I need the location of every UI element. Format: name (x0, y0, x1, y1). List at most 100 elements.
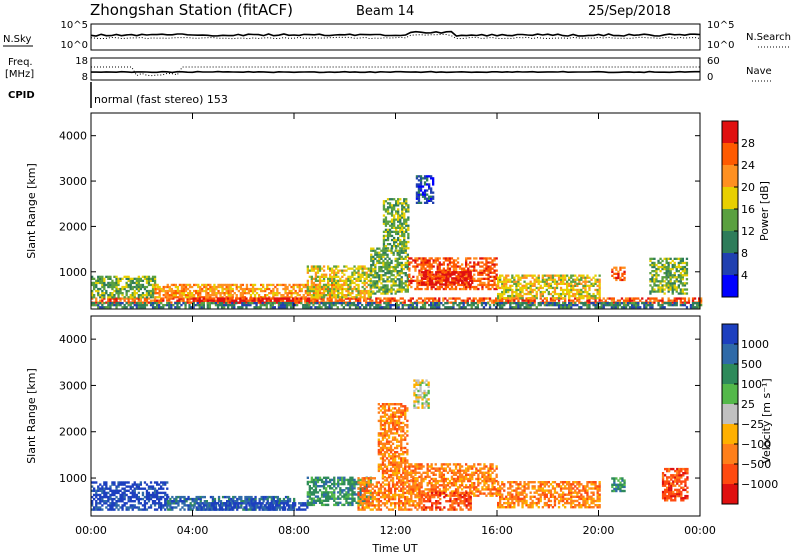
heatmap-cell-0 (426, 175, 429, 178)
heatmap-cell-0 (156, 287, 159, 291)
heatmap-cell-0 (444, 285, 447, 289)
heatmap-cell-0 (318, 297, 321, 300)
heatmap-cell-0 (188, 304, 191, 307)
heatmap-cell-0 (386, 278, 389, 281)
heatmap-cell-1 (109, 493, 112, 497)
heatmap-cell-0 (497, 282, 500, 285)
heatmap-cell-0 (497, 299, 500, 302)
heatmap-cell-0 (129, 294, 132, 297)
heatmap-cell-0 (304, 297, 307, 300)
heatmap-cell-0 (422, 257, 425, 260)
heatmap-cell-0 (286, 285, 289, 289)
heatmap-cell-0 (384, 249, 387, 252)
heatmap-cell-0 (370, 255, 373, 258)
heatmap-cell-0 (677, 263, 680, 267)
heatmap-cell-1 (308, 497, 311, 500)
heatmap-cell-0 (306, 299, 309, 302)
heatmap-cell-0 (535, 306, 538, 309)
nave-trace (91, 66, 700, 77)
heatmap-cell-0 (223, 299, 226, 302)
heatmap-cell-0 (551, 276, 555, 279)
heatmap-cell-0 (418, 269, 421, 272)
heatmap-cell-0 (329, 289, 332, 293)
heatmap-cell-0 (294, 297, 297, 300)
heatmap-cell-0 (404, 290, 407, 293)
heatmap-cell-1 (279, 506, 283, 509)
heatmap-cell-0 (393, 216, 396, 219)
heatmap-cell-0 (331, 294, 334, 297)
heatmap-cell-0 (574, 274, 577, 277)
heatmap-cell-0 (221, 296, 224, 299)
heatmap-cell-0 (568, 284, 571, 287)
heatmap-cell-0 (430, 302, 433, 305)
heatmap-cell-1 (209, 495, 213, 499)
heatmap-cell-0 (93, 294, 96, 297)
heatmap-cell-1 (288, 500, 292, 503)
heatmap-cell-0 (637, 297, 640, 300)
heatmap-cell-0 (410, 257, 413, 260)
heatmap-cell-1 (282, 504, 286, 507)
heatmap-cell-1 (267, 508, 270, 511)
heatmap-cell-0 (426, 269, 429, 272)
heatmap-cell-0 (347, 267, 350, 270)
heatmap-cell-0 (665, 267, 668, 271)
heatmap-cell-0 (206, 306, 209, 309)
heatmap-cell-0 (186, 299, 189, 302)
heatmap-cell-0 (677, 286, 680, 289)
heatmap-cell-0 (547, 274, 550, 277)
heatmap-cell-0 (511, 306, 514, 309)
heatmap-cell-0 (393, 297, 396, 300)
heatmap-cell-0 (557, 304, 561, 307)
heatmap-cell-0 (357, 285, 360, 289)
heatmap-cell-0 (390, 274, 393, 277)
heatmap-cell-0 (139, 302, 142, 305)
heatmap-cell-0 (143, 299, 147, 302)
heatmap-cell-0 (404, 263, 407, 267)
heatmap-cell-0 (219, 283, 222, 287)
heatmap-cell-0 (337, 296, 340, 299)
heatmap-cell-0 (557, 278, 561, 281)
heatmap-cell-0 (312, 267, 316, 270)
power-y-axis-label: Slant Range [km] (25, 163, 38, 259)
heatmap-cell-1 (127, 495, 130, 499)
heatmap-cell-1 (266, 495, 269, 499)
heatmap-cell-0 (430, 191, 433, 194)
heatmap-cell-1 (294, 502, 297, 505)
heatmap-cell-0 (135, 306, 138, 309)
heatmap-cell-0 (355, 271, 358, 274)
heatmap-cell-0 (555, 286, 559, 290)
heatmap-cell-0 (467, 263, 470, 266)
heatmap-cell-1 (316, 491, 320, 494)
heatmap-cell-0 (113, 299, 116, 302)
colorbar-swatch (722, 275, 738, 298)
heatmap-cell-0 (395, 247, 398, 250)
nsearch-label: N.Search (746, 32, 791, 43)
heatmap-cell-0 (349, 294, 352, 297)
heatmap-cell-0 (172, 304, 175, 307)
heatmap-cell-0 (328, 304, 331, 307)
heatmap-cell-0 (369, 279, 372, 282)
heatmap-cell-0 (481, 265, 484, 268)
heatmap-cell-0 (188, 299, 191, 302)
heatmap-cell-0 (184, 296, 188, 299)
heatmap-cell-0 (186, 297, 189, 300)
heatmap-cell-0 (432, 191, 435, 194)
heatmap-cell-0 (681, 265, 684, 269)
heatmap-cell-0 (355, 287, 358, 291)
heatmap-cell-0 (314, 283, 318, 287)
heatmap-cell-0 (318, 294, 322, 297)
heatmap-cell-0 (101, 296, 104, 299)
heatmap-cell-1 (310, 499, 313, 502)
heatmap-cell-0 (95, 285, 98, 289)
heatmap-cell-0 (280, 294, 283, 297)
heatmap-cell-0 (582, 286, 585, 290)
colorbar-swatch (722, 231, 738, 254)
heatmap-cell-0 (384, 210, 388, 213)
heatmap-cell-0 (422, 263, 425, 266)
heatmap-cell-0 (314, 285, 318, 289)
heatmap-cell-0 (549, 304, 553, 307)
heatmap-cell-0 (93, 287, 96, 291)
heatmap-cell-0 (477, 277, 480, 280)
heatmap-cell-0 (341, 279, 344, 282)
heatmap-cell-1 (252, 497, 255, 501)
